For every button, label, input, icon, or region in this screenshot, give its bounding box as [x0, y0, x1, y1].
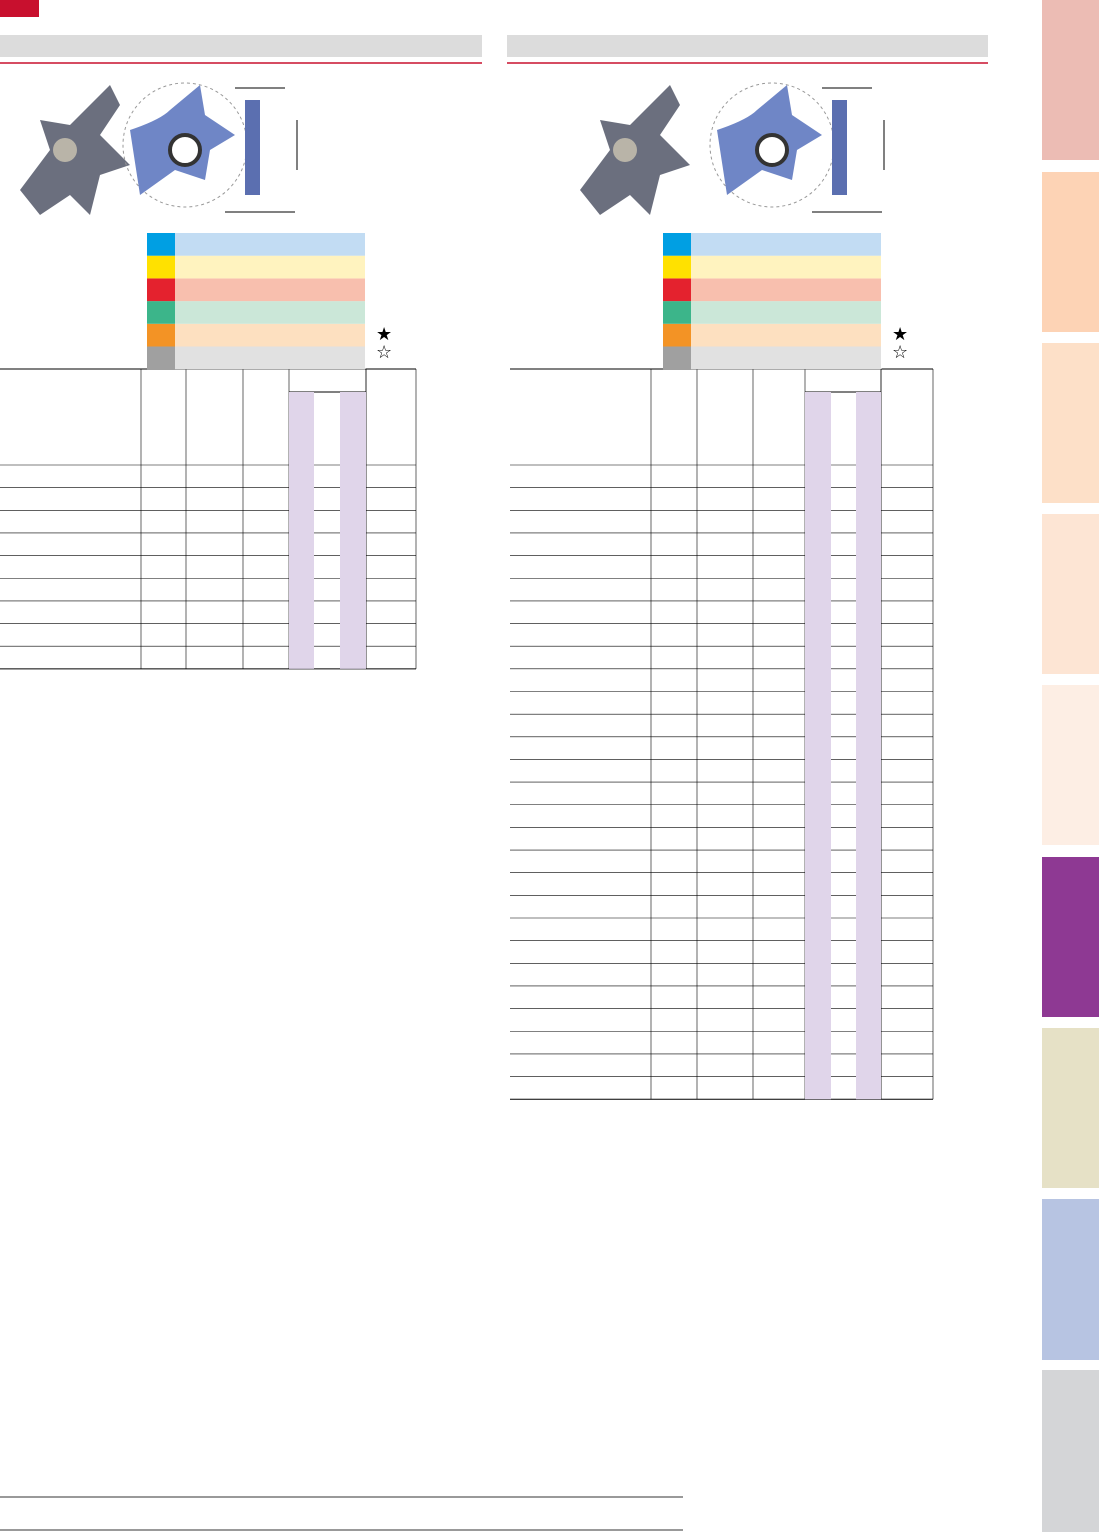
grade-swatch [147, 346, 175, 370]
grade-row [175, 278, 365, 302]
grade-swatch [663, 233, 691, 256]
side-tab [1042, 1370, 1099, 1532]
grade-swatch [147, 233, 175, 256]
purple-col [805, 392, 831, 1100]
grade-swatch [147, 278, 175, 302]
side-tab [1042, 0, 1099, 160]
side-tab [1042, 1028, 1099, 1188]
side-tab [1042, 514, 1099, 674]
legend-star: ★ [892, 324, 908, 345]
side-tab [1042, 172, 1099, 332]
grade-row [175, 323, 365, 347]
grade-row [175, 255, 365, 279]
insert-images [20, 82, 298, 215]
diagram-hole [755, 133, 789, 167]
grade-row [691, 323, 881, 347]
grade-swatch [663, 278, 691, 302]
grade-row [691, 233, 881, 256]
side-tab [1042, 343, 1099, 503]
grade-swatch [147, 323, 175, 347]
side-tab [1042, 857, 1099, 1017]
insert-images [580, 82, 885, 215]
purple-col [856, 392, 881, 1100]
grade-swatch [663, 255, 691, 279]
side-tab [1042, 685, 1099, 845]
grade-swatch [147, 301, 175, 324]
grade-row [691, 346, 881, 370]
grade-swatch [663, 346, 691, 370]
purple-col [289, 392, 314, 669]
grade-swatch [147, 255, 175, 279]
diagram-side [832, 100, 847, 195]
grade-row [691, 278, 881, 302]
section-tag [0, 0, 39, 17]
grade-row [175, 301, 365, 324]
diagram-side [245, 100, 260, 195]
side-tab [1042, 1199, 1099, 1360]
legend-star: ☆ [892, 342, 908, 363]
grade-row [691, 301, 881, 324]
legend-star: ★ [376, 324, 392, 345]
grade-row [175, 346, 365, 370]
grade-row [175, 233, 365, 256]
legend-star: ☆ [376, 342, 392, 363]
grade-swatch [663, 323, 691, 347]
header-bar [507, 35, 988, 57]
insert-hole [613, 138, 637, 162]
grade-row [691, 255, 881, 279]
header-bar [0, 35, 482, 57]
insert-hole [53, 138, 77, 162]
diagram-hole [168, 133, 202, 167]
purple-col [340, 392, 366, 669]
grade-swatch [663, 301, 691, 324]
